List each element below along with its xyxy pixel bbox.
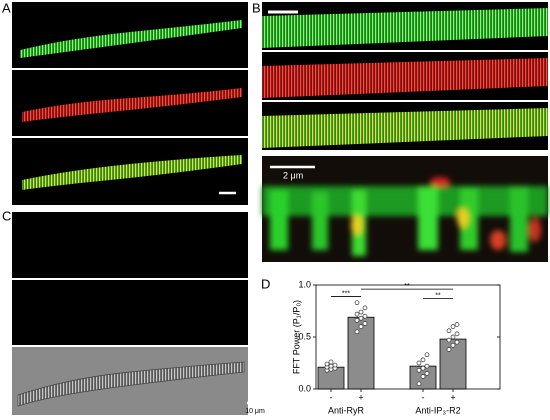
data-point: [354, 329, 360, 335]
data-point: [446, 328, 452, 334]
y-tick-label: 1.0: [298, 279, 311, 289]
y-tick-label: 0.0: [298, 383, 311, 393]
data-point: [324, 361, 330, 367]
data-point: [424, 363, 430, 369]
cell: [262, 8, 548, 48]
y-axis-label: FFT Power (P₁/P₀): [291, 300, 301, 374]
data-point: [362, 321, 368, 326]
data-point: [424, 371, 430, 376]
blob: [312, 192, 328, 250]
data-point: [416, 367, 422, 373]
blob: [510, 186, 528, 252]
spot: [490, 230, 506, 250]
scale-label: 2 μm: [283, 170, 303, 180]
spot: [529, 218, 541, 242]
data-point: [454, 331, 460, 337]
data-point: [358, 309, 364, 315]
bar-chart: FFT Power (P₁/P₀) 0.0 0.5 1.0 - + - + Anti-RyR A…: [291, 279, 501, 415]
data-point: [450, 342, 456, 348]
group-label: Anti-IP₃-R2: [415, 405, 460, 415]
group-label: Anti-RyR: [328, 405, 365, 415]
band: [262, 186, 548, 216]
cell: [262, 58, 548, 98]
spot: [430, 177, 450, 187]
x-tick-label: +: [450, 392, 455, 402]
cell: [17, 361, 245, 407]
data-point: [354, 300, 360, 306]
data-point: [424, 352, 430, 358]
significance-label: **: [435, 292, 441, 299]
data-point: [354, 311, 360, 317]
data-point: [354, 318, 360, 323]
x-tick-label: +: [358, 392, 363, 402]
scale-label: 10 μm: [245, 408, 265, 415]
data-point: [446, 337, 452, 343]
data-point: [332, 362, 338, 368]
bar: [347, 316, 375, 390]
x-tick-label: -: [330, 392, 333, 402]
data-point: [454, 322, 460, 327]
data-point: [362, 305, 368, 311]
data-point: [454, 339, 460, 345]
data-point: [328, 359, 334, 365]
data-point: [420, 365, 426, 371]
data-point: [420, 374, 426, 379]
panel-label: B: [252, 0, 261, 15]
blob: [270, 190, 288, 250]
data-point: [358, 324, 364, 329]
image: [12, 280, 248, 345]
data-point: [450, 324, 456, 329]
cell: [22, 155, 242, 190]
data-point: [420, 357, 426, 363]
data-point: [362, 313, 368, 319]
panel-label: D: [261, 276, 270, 291]
data-point: [328, 363, 334, 369]
data-point: [358, 315, 364, 321]
cell: [262, 108, 548, 148]
data-point: [416, 360, 422, 366]
panel-label: C: [2, 208, 11, 223]
spot: [351, 215, 363, 235]
image: [12, 212, 248, 278]
panel-label: A: [2, 0, 11, 15]
zoom-signal: [262, 177, 548, 256]
data-point: [446, 347, 452, 352]
blob: [460, 188, 478, 250]
data-point: [416, 381, 422, 387]
data-point: [450, 334, 456, 340]
cell: [22, 88, 242, 122]
significance-label: **: [404, 283, 410, 290]
blob: [418, 186, 438, 250]
cell: [20, 20, 242, 58]
spot: [457, 208, 469, 228]
significance-label: ***: [342, 290, 350, 297]
x-tick-label: -: [422, 392, 425, 402]
y-tick-label: 0.5: [298, 331, 311, 341]
